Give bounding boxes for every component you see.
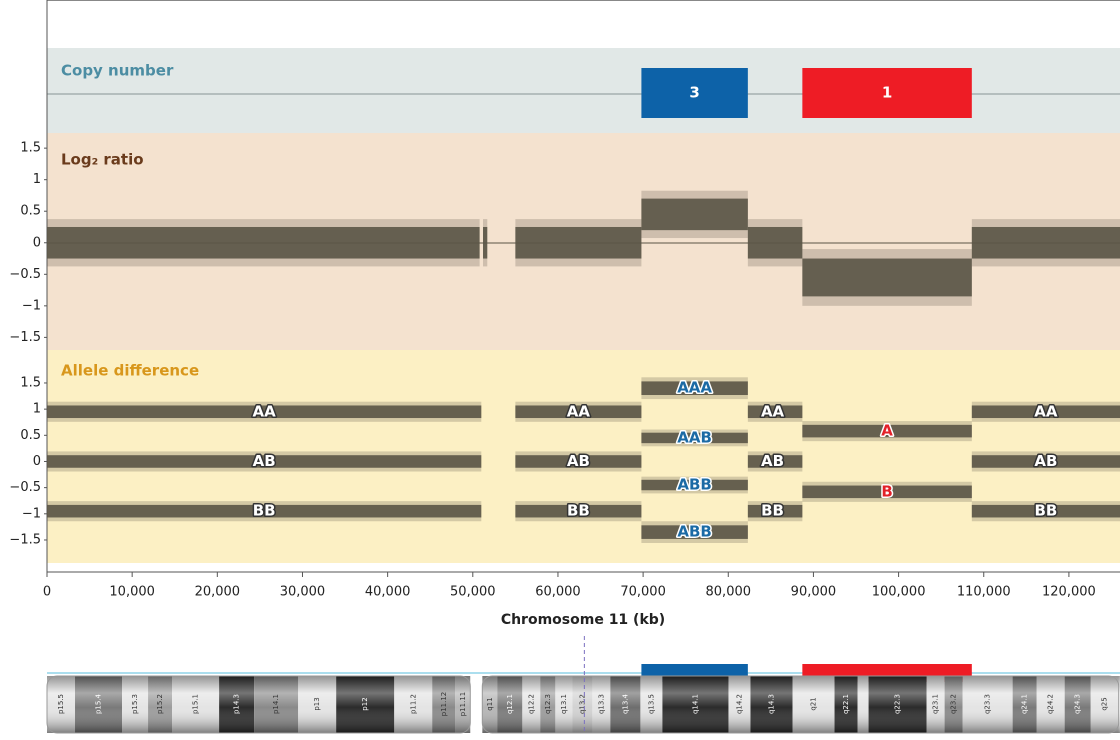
band-name: q25 bbox=[1101, 697, 1109, 710]
y-tick-label: 1.5 bbox=[20, 141, 41, 156]
x-tick-label: 50,000 bbox=[450, 585, 496, 600]
ratio-cloud bbox=[47, 227, 480, 259]
band-name: p11.2 bbox=[409, 694, 417, 714]
panel-title: Allele difference bbox=[61, 362, 199, 380]
y-tick-label: 0 bbox=[33, 235, 41, 250]
genotype-label: BB bbox=[1034, 502, 1057, 520]
x-tick-label: 90,000 bbox=[791, 585, 837, 600]
band-name: q13.5 bbox=[647, 694, 655, 714]
band-name: q23.3 bbox=[984, 694, 992, 714]
band-name: q21 bbox=[810, 697, 818, 710]
band-name: p13 bbox=[313, 697, 321, 710]
genotype-label: AA bbox=[567, 402, 591, 420]
band-name: q11 bbox=[486, 697, 494, 710]
genotype-label: AB bbox=[761, 452, 784, 470]
y-tick-label: 0.5 bbox=[20, 428, 41, 443]
x-tick-label: 10,000 bbox=[109, 585, 155, 600]
band-name: q13.2 bbox=[578, 694, 586, 714]
band-name: q13.3 bbox=[597, 694, 605, 714]
band-name: p15.1 bbox=[192, 694, 200, 714]
band-name: q12.2 bbox=[527, 694, 535, 714]
band-name: q14.2 bbox=[735, 694, 743, 714]
genotype-label: ABB bbox=[677, 523, 711, 541]
ratio-cloud bbox=[748, 227, 803, 259]
band-name: q22.3 bbox=[894, 694, 902, 714]
x-axis-title: Chromosome 11 (kb) bbox=[501, 612, 665, 628]
ratio-cloud bbox=[972, 227, 1120, 259]
genotype-label: AA bbox=[761, 402, 785, 420]
x-tick-label: 110,000 bbox=[957, 585, 1011, 600]
x-tick-label: 0 bbox=[43, 585, 51, 600]
band-name: p15.2 bbox=[156, 694, 164, 714]
band-name: q13.1 bbox=[560, 694, 568, 714]
y-tick-label: −1.5 bbox=[9, 330, 41, 345]
genotype-label: BB bbox=[253, 502, 276, 520]
genotype-label: AB bbox=[253, 452, 276, 470]
figure: Copy number Log₂ ratio Allele difference… bbox=[0, 0, 1120, 740]
genotype-label: AB bbox=[567, 452, 590, 470]
x-tick-label: 30,000 bbox=[280, 585, 326, 600]
ratio-cloud bbox=[641, 199, 747, 231]
y-tick-label: −0.5 bbox=[9, 267, 41, 282]
genotype-label: AAB bbox=[677, 428, 712, 446]
band-name: p12 bbox=[361, 697, 369, 710]
y-tick-label: −0.5 bbox=[9, 480, 41, 495]
centromere-gap bbox=[470, 675, 482, 734]
band-name: p11.11 bbox=[459, 692, 467, 716]
band-name: p15.5 bbox=[57, 694, 65, 714]
x-tick-label: 120,000 bbox=[1042, 585, 1096, 600]
genotype-label: A bbox=[881, 422, 893, 440]
genotype-label: ABB bbox=[677, 476, 711, 494]
band-name: q24.1 bbox=[1021, 694, 1029, 714]
band-name: q12.1 bbox=[506, 694, 514, 714]
y-tick-label: 0.5 bbox=[20, 204, 41, 219]
ratio-cloud bbox=[483, 227, 487, 259]
genotype-label: AA bbox=[253, 402, 277, 420]
panel-title: Copy number bbox=[61, 62, 174, 80]
band-name: q14.3 bbox=[768, 694, 776, 714]
ratio-cloud bbox=[802, 259, 971, 297]
band-name: q23.2 bbox=[950, 694, 958, 714]
y-tick-label: 1 bbox=[33, 172, 41, 187]
band-name: q22.1 bbox=[842, 694, 850, 714]
genotype-label: AB bbox=[1034, 452, 1057, 470]
x-tick-label: 100,000 bbox=[872, 585, 926, 600]
ratio-cloud bbox=[515, 227, 641, 259]
band-name: p11.12 bbox=[440, 692, 448, 716]
y-tick-label: −1 bbox=[22, 506, 41, 521]
genotype-label: B bbox=[881, 482, 892, 500]
copy-number-label: 1 bbox=[882, 84, 892, 102]
y-tick-label: 0 bbox=[33, 454, 41, 469]
x-tick-label: 60,000 bbox=[535, 585, 581, 600]
band-name: q12.3 bbox=[544, 694, 552, 714]
band-name: p14.3 bbox=[233, 694, 241, 714]
x-tick-label: 80,000 bbox=[706, 585, 752, 600]
copy-number-label: 3 bbox=[689, 84, 699, 102]
x-tick-label: 70,000 bbox=[620, 585, 666, 600]
y-tick-label: −1.5 bbox=[9, 532, 41, 547]
band-name: p14.1 bbox=[272, 694, 280, 714]
x-tick-label: 20,000 bbox=[195, 585, 241, 600]
band-name: p15.4 bbox=[95, 693, 103, 714]
band-name: q23.1 bbox=[932, 694, 940, 714]
band-name: q24.2 bbox=[1047, 694, 1055, 714]
y-tick-label: 1.5 bbox=[20, 375, 41, 390]
band-name: p15.3 bbox=[131, 694, 139, 714]
panel-title: Log₂ ratio bbox=[61, 151, 144, 169]
y-tick-label: 1 bbox=[33, 402, 41, 417]
genotype-label: BB bbox=[567, 502, 590, 520]
band-name: q14.1 bbox=[691, 694, 699, 714]
genotype-label: AA bbox=[1034, 402, 1058, 420]
genotype-label: AAA bbox=[677, 379, 712, 397]
y-tick-label: −1 bbox=[22, 298, 41, 313]
band-name: q13.4 bbox=[621, 693, 629, 714]
x-tick-label: 40,000 bbox=[365, 585, 411, 600]
ideogram: p15.5 p15.4 p15.3 p15.2 p15.1 p14.3 p14.1 p13 p1… bbox=[47, 675, 1120, 734]
genotype-label: BB bbox=[761, 502, 784, 520]
band-name: q24.3 bbox=[1074, 694, 1082, 714]
